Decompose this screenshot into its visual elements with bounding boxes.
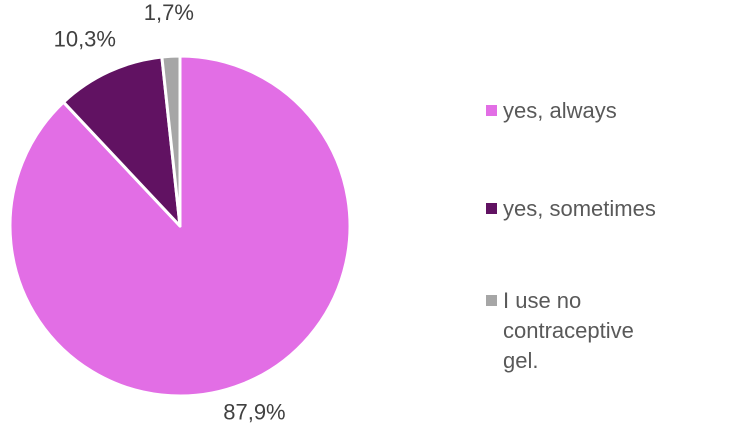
data-label-yes-sometimes: 10,3%: [54, 26, 116, 51]
data-label-yes-always: 87,9%: [223, 400, 285, 425]
legend-label-yes-sometimes: yes, sometimes: [503, 194, 733, 224]
legend-label-yes-always: yes, always: [503, 96, 733, 126]
legend-swatch-yes-sometimes: [486, 203, 497, 214]
legend-swatch-yes-always: [486, 105, 497, 116]
legend-item-no-gel: I use no contraceptive gel.: [486, 286, 663, 376]
legend-item-yes-always: yes, always: [486, 96, 733, 126]
legend-swatch-no-gel: [486, 295, 497, 306]
legend-item-yes-sometimes: yes, sometimes: [486, 194, 733, 224]
legend-label-no-gel: I use no contraceptive gel.: [503, 286, 663, 376]
data-label-i-use-no-contraceptive-gel: 1,7%: [144, 0, 194, 25]
